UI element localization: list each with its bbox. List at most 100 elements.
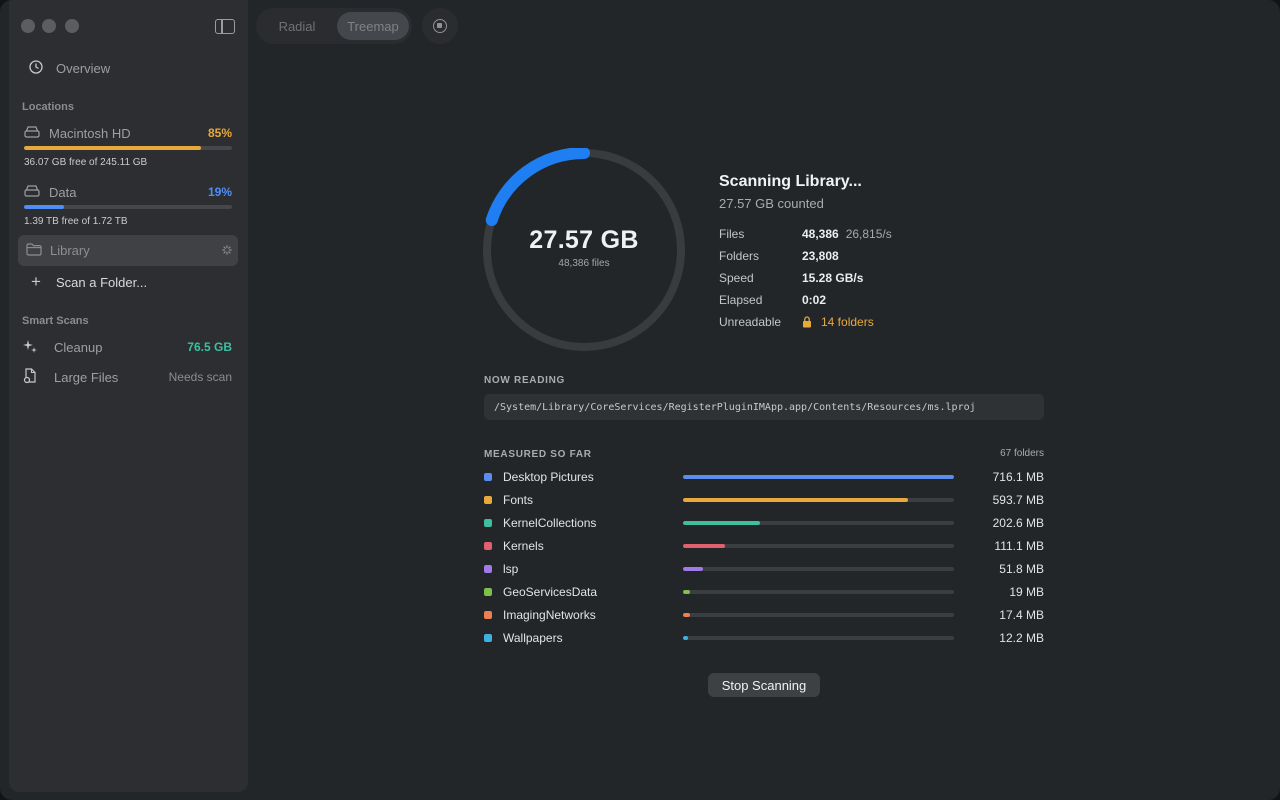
- folder-color-dot: [484, 588, 492, 596]
- spinner-icon: [222, 243, 232, 258]
- folder-name: lsp: [503, 562, 519, 576]
- sidebar-item-library[interactable]: Library: [18, 235, 238, 266]
- stat-elapsed: Elapsed 0:02: [719, 292, 826, 308]
- stat-label: Speed: [719, 271, 754, 285]
- clock-icon: [28, 59, 44, 77]
- folder-size-fill: [683, 636, 688, 640]
- stat-rate: 26,815/s: [845, 227, 892, 241]
- folder-row[interactable]: KernelCollections 202.6 MB: [484, 514, 1044, 532]
- stat-label: Folders: [719, 249, 760, 263]
- stat-files: Files 48,386 26,815/s: [719, 226, 892, 242]
- folder-name: KernelCollections: [503, 516, 597, 530]
- sidebar-toggle-icon[interactable]: [215, 19, 235, 34]
- folder-size-bar: [683, 521, 954, 525]
- scan-progress-ring: [483, 148, 685, 351]
- folder-size: 12.2 MB: [999, 631, 1044, 645]
- stat-value: 23,808: [802, 249, 839, 263]
- folder-color-dot: [484, 634, 492, 642]
- current-path: /System/Library/CoreServices/RegisterPlu…: [484, 394, 1044, 420]
- tab-radial[interactable]: Radial: [278, 18, 316, 34]
- folder-size: 111.1 MB: [994, 539, 1044, 553]
- scan-title: Scanning Library...: [719, 173, 862, 190]
- stop-scanning-button[interactable]: Stop Scanning: [708, 673, 820, 697]
- stat-label: Unreadable: [719, 315, 782, 329]
- folder-row[interactable]: Desktop Pictures 716.1 MB: [484, 468, 1044, 486]
- disk-free-text: 1.39 TB free of 1.72 TB: [24, 216, 128, 227]
- stat-value: 15.28 GB/s: [802, 271, 864, 285]
- sidebar-item-label: Library: [50, 243, 90, 258]
- smart-scan-label: Large Files: [54, 369, 119, 385]
- folder-size-fill: [683, 521, 760, 525]
- folder-name: Wallpapers: [503, 631, 563, 645]
- stat-folders: Folders 23,808: [719, 248, 839, 264]
- folder-size-bar: [683, 475, 954, 479]
- disk-name: Data: [49, 184, 77, 200]
- folder-size: 17.4 MB: [999, 608, 1044, 622]
- folder-size-fill: [683, 498, 908, 502]
- folder-row[interactable]: Wallpapers 12.2 MB: [484, 629, 1044, 647]
- folder-row[interactable]: Fonts 593.7 MB: [484, 491, 1044, 509]
- view-mode-segmented-control: Radial Treemap: [256, 8, 412, 44]
- folder-count: 67 folders: [1000, 448, 1044, 459]
- folder-row[interactable]: ImagingNetworks 17.4 MB: [484, 606, 1044, 624]
- folder-size-fill: [683, 544, 725, 548]
- ring-summary: 27.57 GB 48,386 files: [482, 226, 686, 269]
- folder-row[interactable]: GeoServicesData 19 MB: [484, 583, 1044, 601]
- folder-name: Fonts: [503, 493, 534, 507]
- scan-folder-button[interactable]: + Scan a Folder...: [18, 267, 238, 297]
- sparkles-icon: [22, 339, 38, 356]
- stat-value: 0:02: [802, 293, 827, 307]
- locations-section-title: Locations: [22, 101, 74, 113]
- disk-data[interactable]: Data 19% 1.39 TB free of 1.72 TB: [24, 183, 232, 227]
- total-files: 48,386 files: [558, 258, 610, 269]
- sidebar: [9, 0, 248, 792]
- folder-size: 51.8 MB: [999, 562, 1044, 576]
- disk-usage-bar: [24, 205, 232, 209]
- folder-color-dot: [484, 519, 492, 527]
- disk-macintosh-hd[interactable]: Macintosh HD 85% 36.07 GB free of 245.11…: [24, 124, 232, 168]
- sidebar-item-overview[interactable]: Overview: [18, 53, 238, 83]
- lock-icon: [802, 316, 812, 328]
- folder-size: 593.7 MB: [992, 493, 1044, 507]
- disk-usage-fill: [24, 205, 64, 209]
- minimize-window-button[interactable]: [42, 19, 56, 33]
- folder-color-dot: [484, 473, 492, 481]
- disk-usage-bar: [24, 146, 232, 150]
- folder-row[interactable]: Kernels 111.1 MB: [484, 537, 1044, 555]
- unreadable-folders-link[interactable]: 14 folders: [821, 315, 874, 329]
- smart-scan-cleanup[interactable]: Cleanup 76.5 GB: [22, 337, 232, 357]
- folder-size-fill: [683, 475, 954, 479]
- folder-size-fill: [683, 567, 703, 571]
- folder-size: 19 MB: [1009, 585, 1044, 599]
- folder-color-dot: [484, 542, 492, 550]
- zoom-window-button[interactable]: [65, 19, 79, 33]
- folder-size: 202.6 MB: [992, 516, 1044, 530]
- smart-scan-label: Cleanup: [54, 339, 103, 355]
- now-reading-title: NOW READING: [484, 375, 566, 386]
- tab-treemap[interactable]: Treemap: [337, 12, 409, 40]
- folder-size-fill: [683, 613, 690, 617]
- folder-size-bar: [683, 544, 954, 548]
- stat-label: Files: [719, 227, 745, 241]
- disk-free-text: 36.07 GB free of 245.11 GB: [24, 157, 148, 168]
- folder-size-bar: [683, 567, 954, 571]
- folder-row[interactable]: lsp 51.8 MB: [484, 560, 1044, 578]
- folder-size-bar: [683, 590, 954, 594]
- document-search-icon: [22, 367, 38, 387]
- close-window-button[interactable]: [21, 19, 35, 33]
- stat-speed: Speed 15.28 GB/s: [719, 270, 863, 286]
- folder-color-dot: [484, 611, 492, 619]
- folder-size: 716.1 MB: [992, 470, 1044, 484]
- stop-icon[interactable]: [422, 8, 458, 44]
- smart-scan-large-files[interactable]: Large Files Needs scan: [22, 367, 232, 387]
- disk-usage-percent: 19%: [207, 185, 232, 199]
- drive-icon: [24, 184, 40, 200]
- folder-size-bar: [683, 636, 954, 640]
- large-files-status: Needs scan: [168, 370, 232, 384]
- folder-icon: [26, 242, 42, 259]
- scan-folder-label: Scan a Folder...: [56, 274, 148, 290]
- folder-size-fill: [683, 590, 691, 594]
- stat-unreadable[interactable]: Unreadable 14 folders: [719, 314, 874, 330]
- drive-icon: [24, 125, 40, 141]
